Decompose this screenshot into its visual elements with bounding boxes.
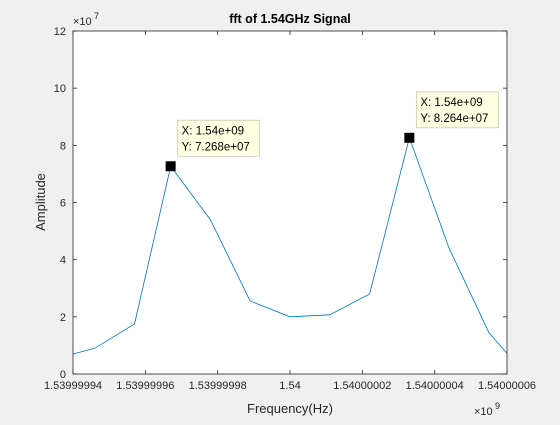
x-tick-label: 1.54000004: [406, 380, 464, 392]
x-axis-label: Frequency(Hz): [247, 401, 333, 416]
x-tick-label: 1.54000006: [478, 380, 536, 392]
datatip-x-text: X: 1.54e+09: [182, 125, 244, 137]
datatip-layer: X: 1.54e+09 Y: 7.268e+07 X: 1.54e+09 Y: 8.2…: [165, 91, 499, 172]
x-tick-label: 1.53999998: [189, 380, 247, 392]
datatip-1: X: 1.54e+09 Y: 8.264e+07: [404, 91, 499, 143]
datatip-x-text: X: 1.54e+09: [420, 97, 482, 109]
y-exponent-label: ×10 7: [73, 11, 99, 28]
svg-text:×10: ×10: [73, 16, 92, 28]
datatip-y-text: Y: 8.264e+07: [420, 113, 488, 125]
y-tick-label: 8: [60, 140, 66, 152]
chart-title: fft of 1.54GHz Signal: [229, 12, 351, 26]
datatip-marker: [404, 132, 415, 143]
datatip-0: X: 1.54e+09 Y: 7.268e+07: [165, 119, 261, 172]
datatip-marker: [165, 161, 176, 172]
series-line-0: [72, 136, 508, 355]
y-tick-label: 6: [60, 198, 66, 210]
x-tick-label: 1.54: [279, 380, 300, 392]
y-tick-label: 10: [54, 83, 66, 95]
y-tick-label: 12: [54, 26, 66, 38]
svg-text:×10: ×10: [474, 406, 493, 418]
datatip-box: [177, 119, 261, 157]
datatip-box: [415, 91, 499, 129]
y-tick-label: 0: [60, 369, 66, 381]
x-exponent-label: ×10 9: [474, 401, 500, 418]
plot-area: [73, 31, 507, 374]
svg-text:9: 9: [495, 401, 500, 411]
y-tick-label: 2: [60, 312, 66, 324]
svg-text:7: 7: [94, 11, 99, 21]
x-tick-label: 1.53999994: [44, 380, 102, 392]
y-axis-label: Amplitude: [33, 173, 48, 231]
y-tick-label: 4: [60, 255, 66, 267]
datatip-y-text: Y: 7.268e+07: [182, 141, 250, 153]
x-tick-label: 1.54000002: [333, 380, 391, 392]
tick-layer: 1.53999994 1.53999996 1.53999998 1.54 1.5400…: [44, 26, 536, 392]
x-tick-label: 1.53999996: [116, 380, 174, 392]
series-layer: [72, 136, 508, 355]
